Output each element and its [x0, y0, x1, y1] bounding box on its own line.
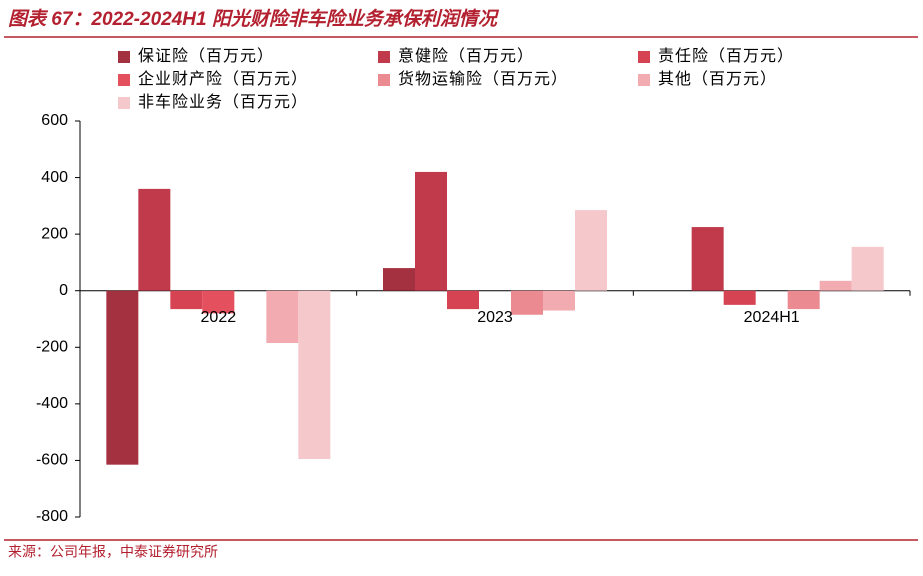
bar — [298, 290, 331, 460]
bar — [383, 268, 415, 291]
legend-label: 非车险业务（百万元） — [138, 93, 308, 111]
bar — [819, 280, 852, 291]
legend-swatch — [378, 74, 390, 86]
bar — [415, 171, 447, 291]
legend-swatch — [118, 51, 130, 63]
bar — [266, 290, 299, 344]
y-tick-label: -400 — [36, 395, 68, 412]
legend-label: 其他（百万元） — [658, 70, 777, 88]
legend-label: 企业财产险（百万元） — [138, 70, 308, 88]
chart-title: 图表 67：2022-2024H1 阳光财险非车险业务承保利润情况 — [8, 8, 500, 30]
legend-label: 保证险（百万元） — [138, 47, 274, 65]
source: 来源：公司年报，中泰证券研究所 — [8, 544, 218, 560]
y-tick-label: -600 — [36, 452, 68, 469]
bar — [511, 290, 543, 315]
y-tick-label: -800 — [36, 508, 68, 525]
y-tick-label: 600 — [41, 112, 68, 129]
x-tick-label: 2023 — [477, 309, 513, 326]
y-tick-label: 0 — [59, 282, 68, 299]
y-tick-label: 400 — [41, 169, 68, 186]
bar — [723, 290, 756, 305]
legend-swatch — [118, 74, 130, 86]
legend-swatch — [118, 97, 130, 109]
legend-label: 货物运输险（百万元） — [398, 70, 568, 88]
bar — [138, 188, 171, 291]
legend-swatch — [638, 51, 650, 63]
bar — [170, 290, 203, 310]
bar — [691, 227, 724, 291]
bar — [787, 290, 820, 310]
x-tick-label: 2022 — [201, 309, 237, 326]
bar — [575, 210, 607, 291]
bar — [202, 290, 235, 314]
bar — [543, 290, 575, 311]
legend-swatch — [638, 74, 650, 86]
bar — [106, 290, 139, 465]
bar — [447, 290, 479, 310]
legend-swatch — [378, 51, 390, 63]
legend-label: 责任险（百万元） — [658, 47, 794, 65]
y-tick-label: 200 — [41, 225, 68, 242]
bar — [851, 246, 884, 291]
x-tick-label: 2024H1 — [744, 309, 800, 326]
y-tick-label: -200 — [36, 339, 68, 356]
legend-label: 意健险（百万元） — [398, 46, 534, 65]
